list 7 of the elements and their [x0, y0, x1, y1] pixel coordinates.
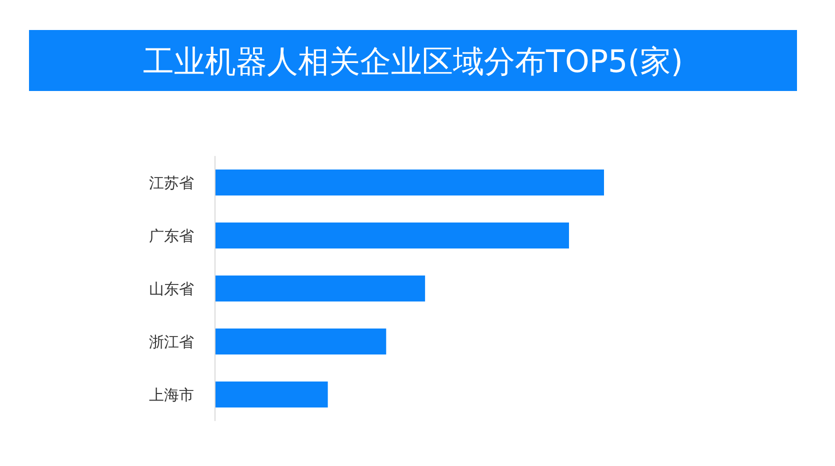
- title: 工业机器人相关企业区域分布TOP5(家): [29, 30, 797, 91]
- y-tick-label: 上海市: [149, 386, 194, 404]
- y-tick-label: 浙江省: [149, 333, 194, 351]
- y-tick-label: 江苏省: [149, 174, 194, 192]
- y-tick-label: 广东省: [149, 227, 194, 245]
- chart-title: 工业机器人相关企业区域分布TOP5(家): [143, 44, 683, 80]
- y-tick-label: 山东省: [149, 280, 194, 298]
